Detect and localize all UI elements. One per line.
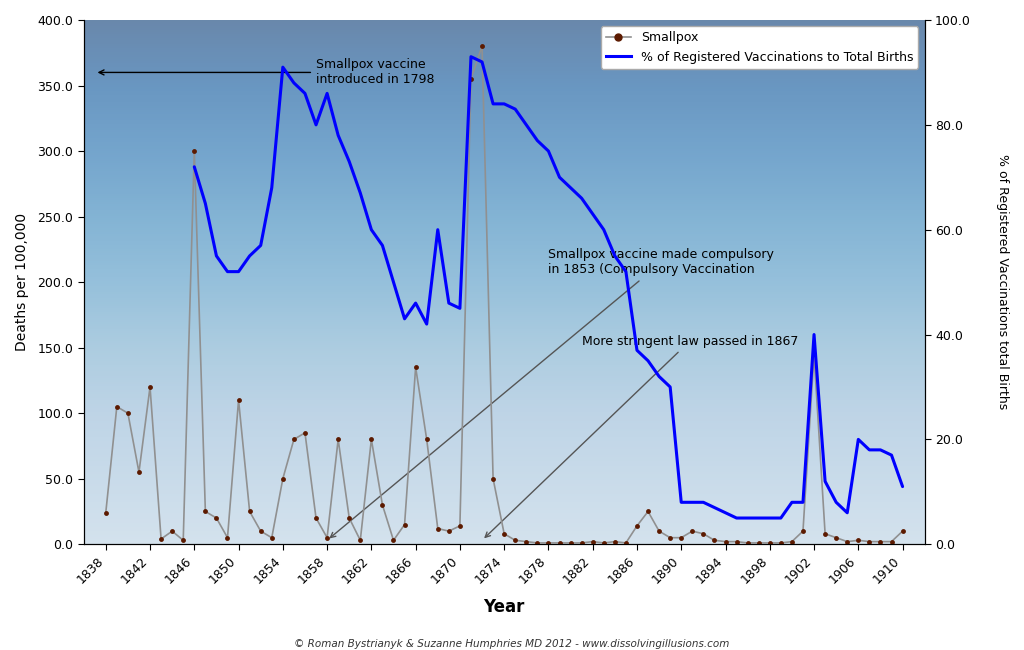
Text: Smallpox vaccine made compulsory
in 1853 (Compulsory Vaccination: Smallpox vaccine made compulsory in 1853… — [331, 248, 774, 538]
X-axis label: Year: Year — [483, 597, 525, 616]
Y-axis label: Deaths per 100,000: Deaths per 100,000 — [15, 213, 29, 351]
Y-axis label: % of Registered Vaccinations total Births: % of Registered Vaccinations total Birth… — [996, 155, 1009, 410]
Text: Smallpox vaccine
introduced in 1798: Smallpox vaccine introduced in 1798 — [99, 58, 434, 86]
Text: © Roman Bystrianyk & Suzanne Humphries MD 2012 - www.dissolvingillusions.com: © Roman Bystrianyk & Suzanne Humphries M… — [294, 639, 730, 649]
Legend: Smallpox, % of Registered Vaccinations to Total Births: Smallpox, % of Registered Vaccinations t… — [601, 26, 919, 68]
Text: More stringent law passed in 1867: More stringent law passed in 1867 — [485, 335, 798, 538]
